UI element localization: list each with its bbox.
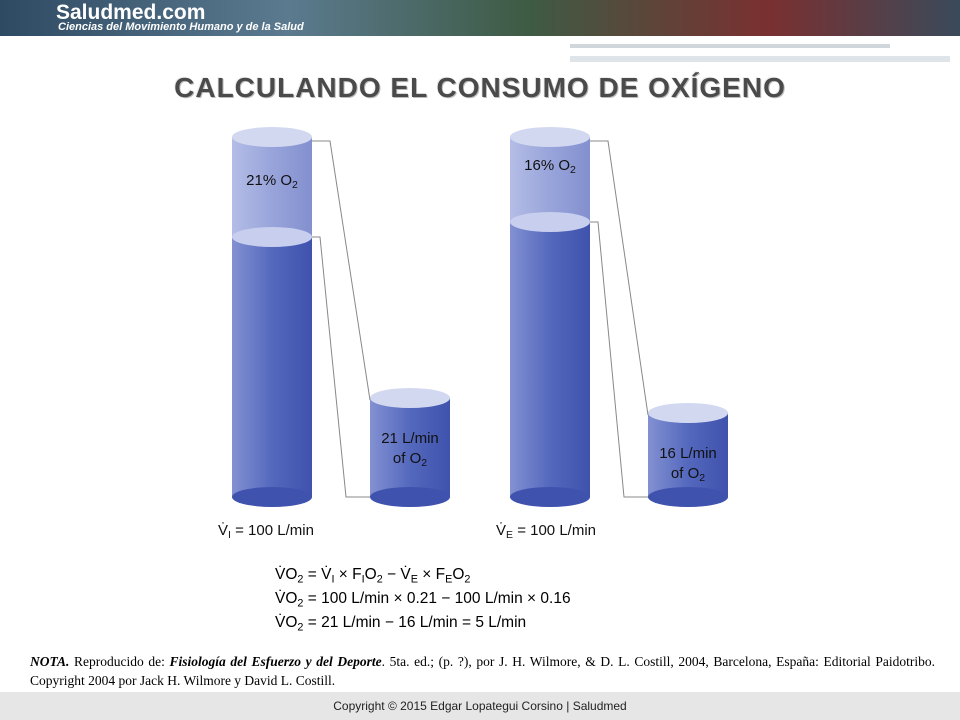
cylinder-base	[370, 487, 450, 507]
cylinder	[370, 398, 450, 497]
text-segment: 2	[421, 457, 428, 470]
text-segment: Reproducido de:	[69, 654, 170, 669]
decor-line	[570, 56, 950, 62]
text-segment: I	[361, 573, 365, 586]
slide-title: CALCULANDO EL CONSUMO DE OXÍGENO	[174, 72, 786, 103]
text-segment: 2	[297, 621, 304, 634]
text-segment: of O	[670, 465, 700, 482]
text-segment: V̇O	[275, 590, 298, 607]
text-segment: E	[410, 573, 418, 586]
text-segment: × F	[334, 566, 362, 583]
text-segment: 2	[292, 179, 298, 192]
equation: V̇O2 = 21 L/min − 16 L/min = 5 L/min	[275, 614, 526, 633]
tagline: Ciencias del Movimiento Humano y de la S…	[58, 21, 304, 33]
text-segment: − V̇	[382, 566, 411, 583]
text-segment: Fisiología del Esfuerzo y del Deporte	[169, 654, 382, 669]
decor-line	[570, 44, 890, 48]
text-segment: 2	[297, 597, 304, 610]
cylinder-top	[232, 127, 312, 147]
text-segment: O	[452, 566, 465, 583]
text-segment: V̇	[218, 522, 229, 539]
cylinder-top	[648, 403, 728, 423]
text-segment: 2	[699, 472, 706, 485]
gas-band	[232, 137, 312, 237]
label: of O2	[648, 465, 728, 484]
text-segment: V̇O	[275, 614, 298, 631]
text-segment: V̇O	[275, 566, 298, 583]
label: of O2	[370, 450, 450, 469]
cylinder-divider	[510, 212, 590, 232]
text-segment: 2	[376, 573, 383, 586]
connector	[312, 140, 371, 401]
label: 16% O2	[510, 157, 590, 176]
text-segment: V̇	[496, 522, 507, 539]
reference-note: NOTA. Reproducido de: Fisiología del Esf…	[30, 652, 935, 690]
text-segment: = 100 L/min	[230, 522, 314, 539]
connector	[312, 236, 370, 498]
text-segment: I	[331, 573, 335, 586]
text-segment: 16% O	[524, 157, 570, 174]
text-segment: 21 L/min	[381, 430, 439, 447]
text-segment: I	[228, 529, 231, 542]
label: 16 L/min	[648, 445, 728, 462]
cylinder-base	[648, 487, 728, 507]
header-bar: Saludmed.com Ciencias del Movimiento Hum…	[0, 0, 960, 36]
equation: V̇O2 = 100 L/min × 0.21 − 100 L/min × 0.…	[275, 590, 571, 609]
text-segment: 2	[570, 164, 576, 177]
text-segment: 21% O	[246, 172, 292, 189]
text-segment: NOTA.	[30, 654, 70, 669]
label: 21% O2	[232, 172, 312, 191]
text-segment: . 5ta. ed.; (p. ?), por J. H. Wilmore, &…	[30, 654, 935, 688]
text-segment: = 100 L/min	[513, 522, 596, 539]
text-segment: E	[445, 573, 453, 586]
connector	[590, 140, 649, 416]
text-segment: 2	[297, 573, 304, 586]
text-segment: O	[364, 566, 377, 583]
connector	[590, 221, 648, 498]
logo[interactable]: Saludmed.com	[56, 1, 206, 24]
text-segment: × F	[417, 566, 446, 583]
cylinder-top	[510, 127, 590, 147]
cylinder-base	[510, 487, 590, 507]
text-segment: 2	[464, 573, 471, 586]
cylinder-top	[370, 388, 450, 408]
text-segment: 16 L/min	[659, 445, 717, 462]
text-segment: of O	[392, 450, 422, 467]
text-segment: E	[506, 529, 514, 542]
text-segment: = V̇	[303, 566, 332, 583]
cylinder	[648, 413, 728, 497]
cylinder-base	[232, 487, 312, 507]
label: 21 L/min	[370, 430, 450, 447]
label: V̇E = 100 L/min	[496, 522, 656, 541]
label: V̇I = 100 L/min	[218, 522, 378, 541]
footer: Copyright © 2015 Edgar Lopategui Corsino…	[0, 692, 960, 720]
cylinder-divider	[232, 227, 312, 247]
text-segment: = 100 L/min × 0.21 − 100 L/min × 0.16	[303, 590, 571, 607]
equation: V̇O2 = V̇I × FIO2 − V̇E × FEO2	[275, 566, 470, 585]
gas-band	[510, 137, 590, 222]
text-segment: = 21 L/min − 16 L/min = 5 L/min	[303, 614, 527, 631]
